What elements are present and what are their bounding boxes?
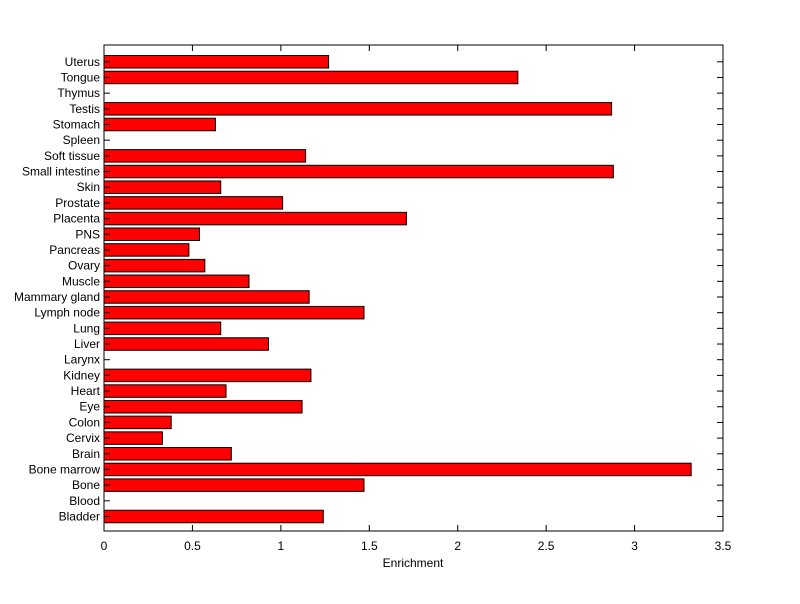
bar-placenta — [103, 211, 407, 226]
bar-bone — [103, 478, 365, 492]
x-tick-label: 3 — [631, 539, 638, 553]
y-tick-label: Spleen — [63, 133, 100, 147]
y-tick-label: Lymph node — [34, 306, 100, 320]
y-tick-label: Skin — [77, 180, 100, 194]
y-tick-label: Prostate — [55, 196, 100, 210]
y-tick-label: Stomach — [53, 118, 100, 132]
bar-ovary — [103, 258, 206, 273]
y-tick-label: Lung — [73, 321, 100, 335]
bar-liver — [103, 337, 269, 351]
y-tick-label: Thymus — [57, 86, 100, 100]
y-tick-label: Uterus — [65, 55, 100, 69]
y-tick-label: Tongue — [61, 70, 101, 84]
y-tick-label: Bone marrow — [29, 462, 101, 476]
bar-lymph-node — [103, 305, 365, 320]
y-tick-label: Kidney — [63, 368, 100, 382]
y-tick-label: Soft tissue — [44, 149, 100, 163]
x-ticks-group: 0 0.5 1 1.5 2 2.5 3 3.5 — [101, 45, 732, 553]
y-tick-label: Colon — [69, 415, 100, 429]
x-tick-label: 2 — [454, 539, 461, 553]
x-tick-label: 1 — [278, 539, 285, 553]
y-tick-label: Muscle — [62, 274, 100, 288]
x-tick-label: 0.5 — [184, 539, 201, 553]
bar-small-intestine — [103, 164, 614, 179]
x-tick-label: 0 — [101, 539, 108, 553]
y-tick-label: Small intestine — [22, 165, 100, 179]
y-tick-label: Liver — [74, 337, 100, 351]
y-tick-label: Blood — [69, 494, 100, 508]
y-tick-label: Larynx — [64, 353, 100, 367]
bar-bone-marrow — [103, 462, 692, 477]
y-tick-label: Placenta — [53, 212, 100, 226]
bar-mammary-gland — [103, 290, 310, 304]
y-tick-label: Bladder — [59, 510, 100, 524]
bars-group — [103, 55, 692, 524]
x-tick-label: 3.5 — [715, 539, 732, 553]
bar-tongue — [103, 70, 519, 85]
y-tick-label: Heart — [71, 384, 101, 398]
bar-lung — [103, 321, 222, 336]
x-tick-label: 1.5 — [361, 539, 378, 553]
x-axis-label: Enrichment — [383, 556, 444, 570]
y-tick-label: Bone — [72, 478, 100, 492]
bar-stomach — [103, 117, 216, 132]
bar-soft-tissue — [103, 149, 307, 163]
bar-pancreas — [103, 243, 190, 257]
y-tick-label: Cervix — [66, 431, 100, 445]
x-tick-label: 2.5 — [538, 539, 555, 553]
y-tick-label: Ovary — [68, 259, 100, 273]
bar-prostate — [103, 196, 284, 210]
y-tick-label: Eye — [79, 400, 100, 414]
y-tick-label: Pancreas — [49, 243, 100, 257]
y-tick-label: Testis — [69, 102, 100, 116]
bar-kidney — [103, 368, 312, 383]
bar-muscle — [103, 274, 250, 289]
bar-bladder — [103, 509, 324, 524]
bar-testis — [103, 102, 613, 116]
y-tick-label: Mammary gland — [14, 290, 100, 304]
bar-colon — [103, 415, 172, 430]
bar-uterus — [103, 55, 330, 69]
bar-pns — [103, 227, 201, 242]
bar-skin — [103, 180, 222, 194]
bar-brain — [103, 447, 232, 461]
bar-eye — [103, 399, 303, 414]
y-tick-label: Brain — [72, 447, 100, 461]
y-tick-label: PNS — [75, 227, 100, 241]
bar-heart — [103, 384, 227, 398]
bar-cervix — [103, 431, 163, 445]
